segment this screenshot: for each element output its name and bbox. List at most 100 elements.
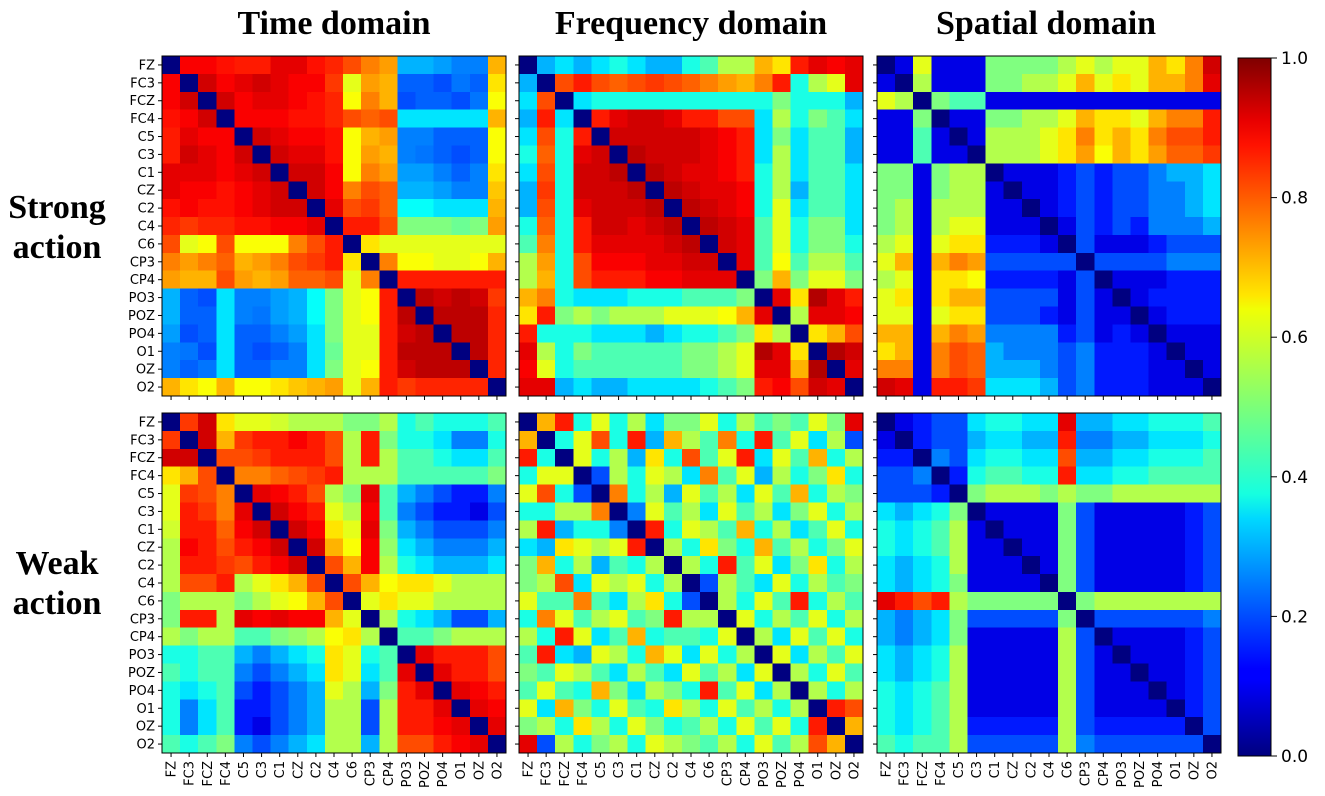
heatmap-cell — [361, 163, 380, 182]
heatmap-cell — [379, 234, 398, 254]
heatmap-cell — [433, 73, 453, 93]
heatmap-cell — [415, 56, 434, 75]
heatmap-cell — [913, 360, 932, 379]
heatmap-cell — [808, 252, 828, 272]
heatmap-cell — [645, 288, 665, 307]
heatmap-cell — [451, 270, 471, 290]
heatmap-cell — [306, 234, 326, 254]
heatmap-cell — [967, 324, 987, 343]
heatmap-cell — [415, 181, 434, 200]
heatmap-cell — [736, 466, 755, 485]
heatmap-cell — [487, 681, 507, 700]
heatmap-cell — [985, 538, 1005, 557]
heatmap-cell — [931, 448, 950, 468]
heatmap-cell — [1021, 270, 1041, 290]
heatmap-cell — [180, 181, 199, 200]
heatmap-cell — [537, 91, 556, 111]
heatmap-cell — [379, 378, 398, 397]
heatmap-cell — [415, 199, 434, 218]
heatmap-cell — [343, 360, 362, 379]
heatmap-cell — [288, 234, 308, 254]
heatmap-cell — [645, 538, 665, 557]
heatmap-cell — [198, 645, 217, 664]
heatmap-cell — [877, 556, 896, 575]
heatmap-cell — [555, 663, 574, 682]
heatmap-cell — [216, 466, 235, 485]
heatmap-cell — [826, 717, 846, 736]
heatmap-cell — [913, 145, 932, 164]
heatmap-cell — [1184, 717, 1204, 736]
heatmap-cell — [1166, 234, 1186, 254]
x-tick-label: CP4 — [382, 761, 397, 786]
heatmap-cell — [415, 538, 434, 557]
heatmap-cell — [252, 217, 272, 236]
heatmap-cell — [451, 681, 471, 700]
heatmap-cell — [985, 609, 1005, 629]
heatmap-cell — [1130, 699, 1149, 718]
heatmap-cell — [487, 234, 507, 254]
heatmap-cell — [288, 270, 308, 290]
heatmap-cell — [288, 73, 308, 93]
heatmap-cell — [343, 430, 362, 450]
heatmap-cell — [826, 574, 846, 593]
heatmap-cell — [844, 181, 864, 200]
heatmap-cell — [537, 520, 556, 539]
heatmap-cell — [808, 91, 828, 111]
heatmap-cell — [397, 681, 416, 700]
heatmap-cell — [306, 538, 326, 557]
heatmap-cell — [931, 378, 950, 397]
colorbar-tick-label: 0.4 — [1281, 468, 1308, 488]
heatmap-cell — [324, 466, 344, 485]
heatmap-cell — [1076, 234, 1095, 254]
heatmap-cell — [645, 466, 665, 485]
heatmap-cell — [663, 91, 683, 111]
heatmap-cell — [397, 127, 416, 146]
heatmap-cell — [234, 378, 253, 397]
heatmap-cell — [324, 270, 344, 290]
heatmap-cell — [1130, 681, 1149, 700]
heatmap-cell — [645, 448, 665, 468]
heatmap-cell — [826, 502, 846, 521]
heatmap-cell — [324, 360, 344, 379]
heatmap-cell — [180, 360, 199, 379]
heatmap-cell — [361, 609, 380, 629]
heatmap-cell — [790, 163, 810, 182]
heatmap-cell — [1039, 56, 1059, 75]
heatmap-cell — [537, 645, 556, 664]
heatmap-cell — [790, 430, 810, 450]
heatmap-cell — [1112, 127, 1131, 146]
heatmap-cell — [718, 342, 737, 361]
heatmap-cell — [1094, 199, 1113, 218]
heatmap-cell — [1130, 181, 1149, 200]
heatmap-cell — [487, 145, 507, 164]
heatmap-cell — [180, 609, 199, 629]
heatmap-cell — [790, 556, 810, 575]
heatmap-cell — [555, 538, 574, 557]
heatmap-cell — [681, 699, 701, 718]
heatmap-cell — [1148, 217, 1168, 236]
heatmap-cell — [451, 466, 471, 485]
heatmap-cell — [198, 288, 217, 307]
heatmap-cell — [379, 91, 398, 111]
heatmap-cell — [627, 199, 647, 218]
heatmap-cell — [1184, 217, 1204, 236]
heatmap-cell — [537, 234, 556, 254]
heatmap-cell — [736, 109, 755, 128]
heatmap-cell — [234, 234, 253, 254]
heatmap-cell — [361, 663, 380, 682]
heatmap-cell — [1184, 466, 1204, 485]
heatmap-cell — [252, 502, 272, 521]
heatmap-cell — [519, 252, 538, 272]
heatmap-cell — [1112, 502, 1131, 521]
heatmap-cell — [306, 466, 326, 485]
heatmap-cell — [913, 574, 932, 593]
heatmap-cell — [216, 591, 235, 611]
heatmap-cell — [198, 717, 217, 736]
heatmap-cell — [306, 306, 326, 325]
heatmap-cell — [808, 448, 828, 468]
heatmap-cell — [252, 574, 272, 593]
heatmap-cell — [754, 520, 773, 539]
heatmap-cell — [1021, 145, 1041, 164]
heatmap-cell — [306, 484, 326, 503]
heatmap-cell — [1021, 574, 1041, 593]
